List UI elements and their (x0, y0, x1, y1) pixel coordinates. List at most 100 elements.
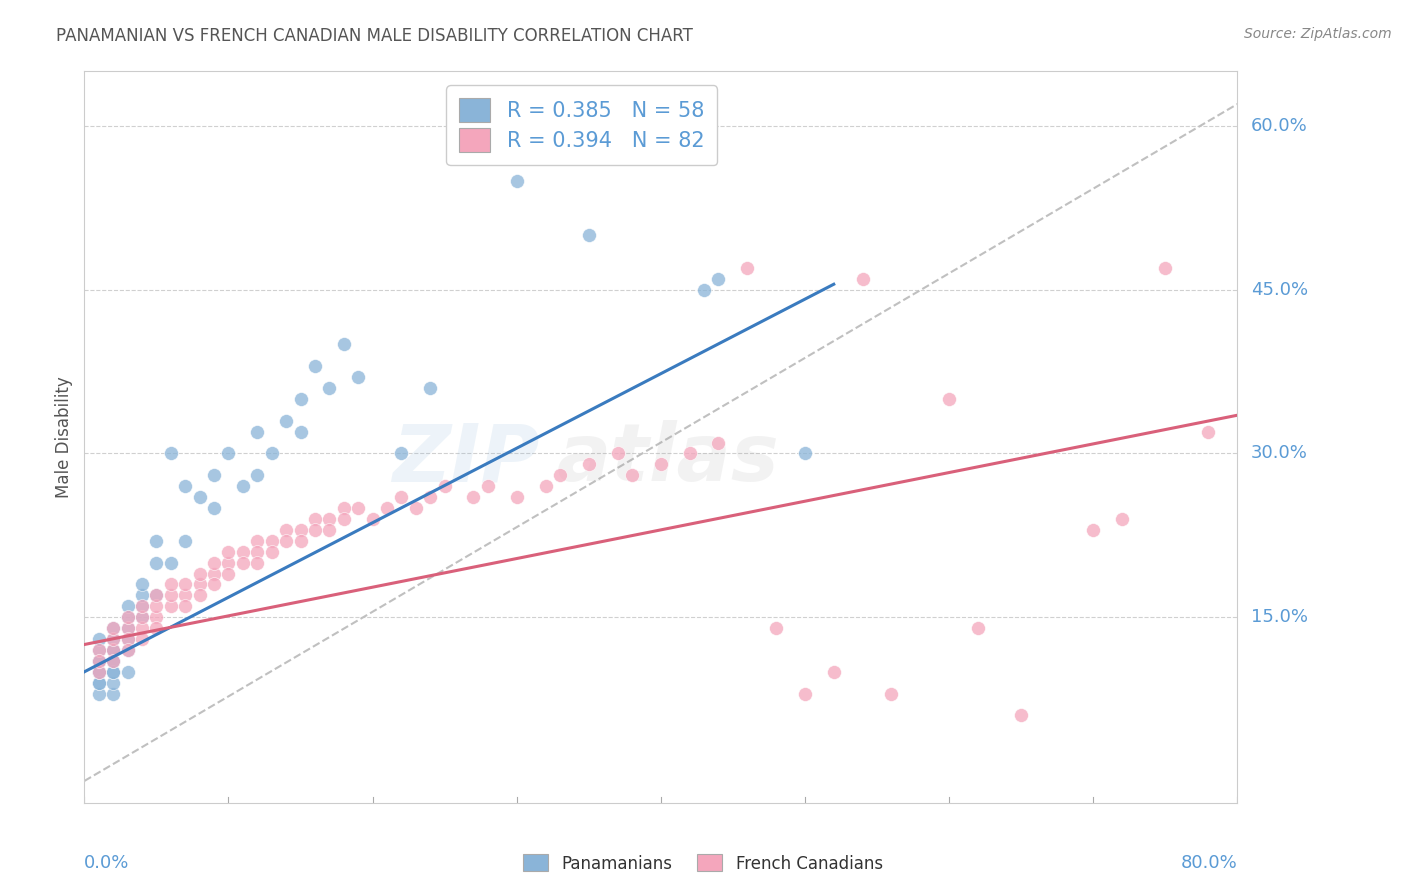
Point (333, 337, 356, 351)
Point (333, 501, 356, 516)
Point (260, 533, 283, 548)
Point (606, 446, 628, 460)
Point (679, 446, 702, 460)
Point (117, 599, 139, 614)
Point (290, 425, 312, 439)
Point (232, 545, 254, 559)
Point (188, 588, 211, 602)
Point (202, 468, 225, 483)
Point (693, 283, 716, 297)
Point (202, 577, 225, 591)
Point (103, 687, 124, 701)
Point (131, 621, 153, 635)
Point (131, 610, 153, 624)
Text: Source: ZipAtlas.com: Source: ZipAtlas.com (1244, 27, 1392, 41)
Point (131, 610, 153, 624)
Point (1111, 512, 1133, 526)
Point (707, 435, 730, 450)
Point (188, 577, 211, 591)
Point (333, 512, 356, 526)
Point (145, 533, 167, 548)
Point (232, 479, 254, 493)
Point (145, 588, 167, 602)
Point (276, 523, 298, 537)
Point (160, 599, 183, 614)
Point (794, 687, 817, 701)
Point (246, 545, 269, 559)
Point (1154, 260, 1177, 275)
Point (246, 468, 269, 483)
Point (103, 632, 124, 646)
Point (145, 621, 167, 635)
Point (347, 501, 370, 516)
Point (650, 458, 672, 472)
Point (117, 632, 139, 646)
Point (290, 392, 312, 406)
Point (218, 566, 240, 581)
Point (1198, 425, 1220, 439)
Point (621, 468, 644, 483)
Point (463, 490, 485, 504)
Point (160, 577, 183, 591)
Point (477, 479, 499, 493)
Point (506, 173, 529, 187)
Point (87, 643, 110, 657)
Point (174, 533, 197, 548)
Point (506, 490, 529, 504)
Text: 15.0%: 15.0% (1251, 608, 1308, 626)
Point (103, 643, 124, 657)
Point (202, 556, 225, 570)
Point (188, 566, 211, 581)
Point (967, 621, 990, 635)
Point (87, 675, 110, 690)
Point (218, 545, 240, 559)
Point (131, 599, 153, 614)
Point (938, 392, 960, 406)
Point (87, 654, 110, 668)
Point (276, 533, 298, 548)
Point (260, 545, 283, 559)
Point (548, 468, 571, 483)
Point (87, 665, 110, 679)
Point (347, 370, 370, 384)
Point (87, 632, 110, 646)
Point (304, 512, 326, 526)
Point (87, 665, 110, 679)
Point (117, 643, 139, 657)
Point (103, 632, 124, 646)
Y-axis label: Male Disability: Male Disability (55, 376, 73, 498)
Point (433, 479, 456, 493)
Point (145, 599, 167, 614)
Point (419, 490, 441, 504)
Point (375, 501, 398, 516)
Point (87, 675, 110, 690)
Point (87, 654, 110, 668)
Point (131, 577, 153, 591)
Point (117, 621, 139, 635)
Point (103, 621, 124, 635)
Text: 60.0%: 60.0% (1251, 117, 1308, 135)
Point (103, 643, 124, 657)
Legend: R = 0.385   N = 58, R = 0.394   N = 82: R = 0.385 N = 58, R = 0.394 N = 82 (447, 86, 717, 165)
Point (103, 654, 124, 668)
Point (174, 599, 197, 614)
Point (246, 556, 269, 570)
Point (202, 566, 225, 581)
Text: 45.0%: 45.0% (1251, 281, 1309, 299)
Point (276, 414, 298, 428)
Point (103, 665, 124, 679)
Point (117, 643, 139, 657)
Point (823, 665, 845, 679)
Point (160, 588, 183, 602)
Text: atlas: atlas (557, 420, 780, 498)
Point (145, 610, 167, 624)
Point (318, 512, 340, 526)
Point (852, 272, 875, 286)
Point (880, 687, 903, 701)
Point (145, 556, 167, 570)
Point (391, 490, 413, 504)
Point (1010, 708, 1032, 723)
Point (160, 556, 183, 570)
Point (318, 523, 340, 537)
Point (103, 654, 124, 668)
